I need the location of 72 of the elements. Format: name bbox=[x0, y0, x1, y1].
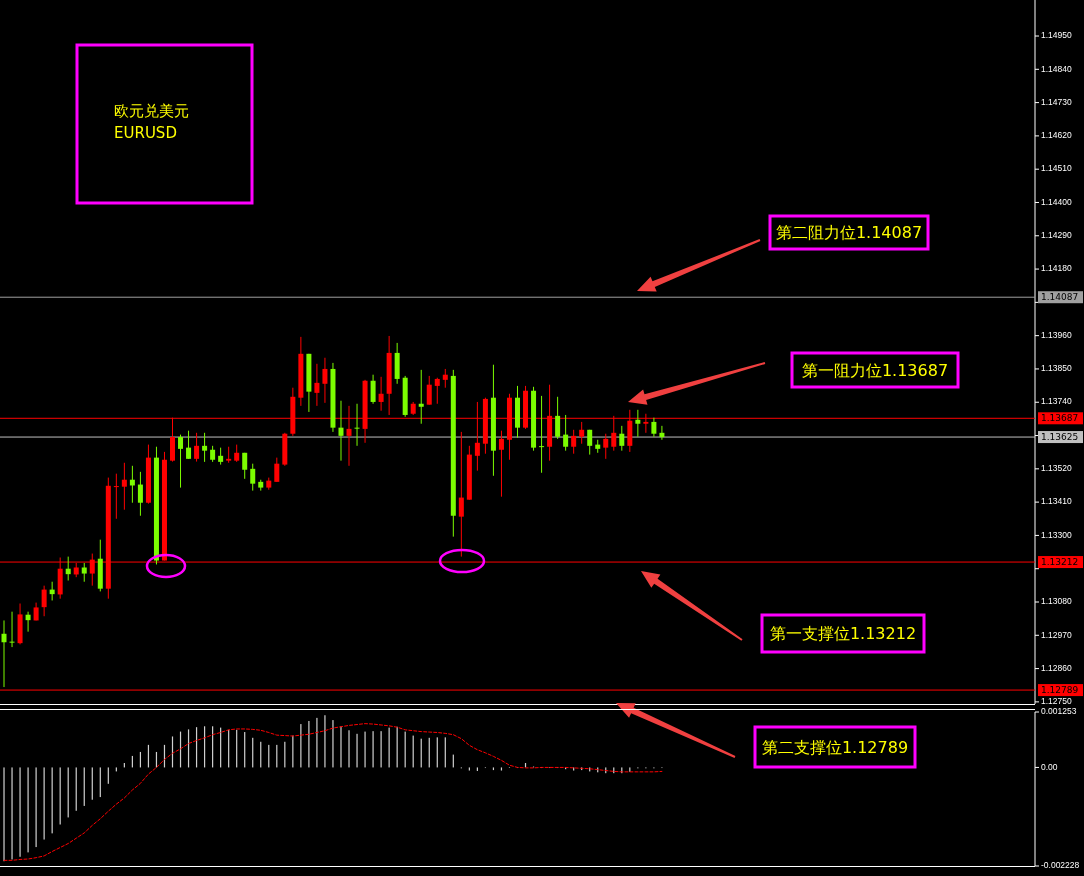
candlestick bbox=[539, 395, 545, 474]
candlestick bbox=[121, 462, 127, 511]
candlestick bbox=[25, 611, 31, 633]
y-tick-label: 1.12970 bbox=[1041, 629, 1072, 640]
y-tick-label: 1.14290 bbox=[1041, 230, 1072, 241]
text: 欧元兑美元 bbox=[114, 102, 189, 120]
ref-line-label: 1.14087 bbox=[1041, 291, 1079, 302]
candlestick bbox=[322, 357, 328, 404]
y-tick-label: 1.13850 bbox=[1041, 363, 1072, 374]
ref-line-label: 1.13687 bbox=[1041, 412, 1079, 423]
candlestick bbox=[563, 414, 569, 452]
candlestick bbox=[651, 417, 657, 438]
y-tick-label: 1.14510 bbox=[1041, 163, 1072, 174]
candlestick bbox=[659, 425, 665, 441]
candlestick bbox=[426, 375, 432, 406]
ref-line-label: 1.12789 bbox=[1041, 684, 1079, 695]
candlestick bbox=[113, 473, 119, 520]
candlestick bbox=[442, 368, 448, 389]
annotation: 第二阻力位1.14087 bbox=[775, 223, 923, 242]
y-tick-label: 0.001253 bbox=[1041, 706, 1077, 717]
ref-line-label: 1.13212 bbox=[1041, 556, 1079, 567]
candlestick bbox=[370, 374, 376, 405]
candlestick bbox=[378, 376, 384, 412]
candlestick bbox=[587, 429, 593, 456]
candlestick bbox=[619, 425, 625, 452]
candlestick bbox=[571, 429, 577, 455]
y-tick-label: 1.12750 bbox=[1041, 696, 1072, 707]
annotation: 第一阻力位1.13687 bbox=[801, 360, 949, 380]
candlestick bbox=[1, 619, 7, 688]
candlestick bbox=[498, 430, 504, 498]
candlestick bbox=[9, 611, 15, 648]
y-tick-label: -0.002228 bbox=[1041, 860, 1080, 871]
line-series bbox=[3, 723, 663, 861]
candlestick bbox=[555, 396, 561, 440]
candlestick bbox=[338, 400, 344, 462]
text: EURUSD bbox=[114, 124, 177, 142]
y-tick-label: 1.13740 bbox=[1041, 396, 1072, 407]
candlestick bbox=[603, 433, 609, 460]
annotation: 第一支撑位1.13212 bbox=[769, 624, 917, 643]
y-tick-label: 1.13960 bbox=[1041, 329, 1072, 340]
y-tick-label: 1.13300 bbox=[1041, 529, 1072, 540]
candlestick bbox=[458, 431, 464, 558]
candlestick bbox=[579, 421, 585, 445]
candlestick bbox=[194, 432, 200, 463]
candlestick bbox=[81, 562, 87, 583]
candlestick bbox=[178, 434, 184, 489]
y-tick-label: 1.12860 bbox=[1041, 662, 1072, 673]
candlestick bbox=[274, 457, 280, 483]
annotation: 第二支撑位1.12789 bbox=[761, 737, 909, 757]
candlestick bbox=[137, 471, 143, 517]
y-tick-label: 1.14400 bbox=[1041, 196, 1072, 207]
candlestick bbox=[418, 369, 424, 425]
candlestick bbox=[41, 585, 47, 617]
candlestick bbox=[250, 463, 256, 492]
y-tick-label: 1.14180 bbox=[1041, 263, 1072, 274]
candlestick bbox=[202, 432, 208, 463]
candlestick bbox=[434, 377, 440, 405]
y-tick-label: 0.00 bbox=[1041, 761, 1058, 772]
y-tick-label: 1.13520 bbox=[1041, 463, 1072, 474]
candlestick bbox=[635, 409, 641, 438]
ref-line-label: 1.13625 bbox=[1041, 431, 1079, 442]
candlestick bbox=[186, 430, 192, 460]
y-tick-label: 1.13410 bbox=[1041, 496, 1072, 507]
y-tick-label: 1.14840 bbox=[1041, 63, 1072, 74]
candlestick bbox=[65, 556, 71, 582]
candlestick bbox=[354, 403, 360, 447]
candlestick bbox=[314, 363, 320, 407]
candlestick bbox=[242, 452, 248, 480]
y-tick-label: 1.13080 bbox=[1041, 596, 1072, 607]
y-tick-label: 1.14730 bbox=[1041, 96, 1072, 107]
y-tick-label: 1.14950 bbox=[1041, 30, 1072, 41]
y-tick-label: 1.14620 bbox=[1041, 130, 1072, 141]
